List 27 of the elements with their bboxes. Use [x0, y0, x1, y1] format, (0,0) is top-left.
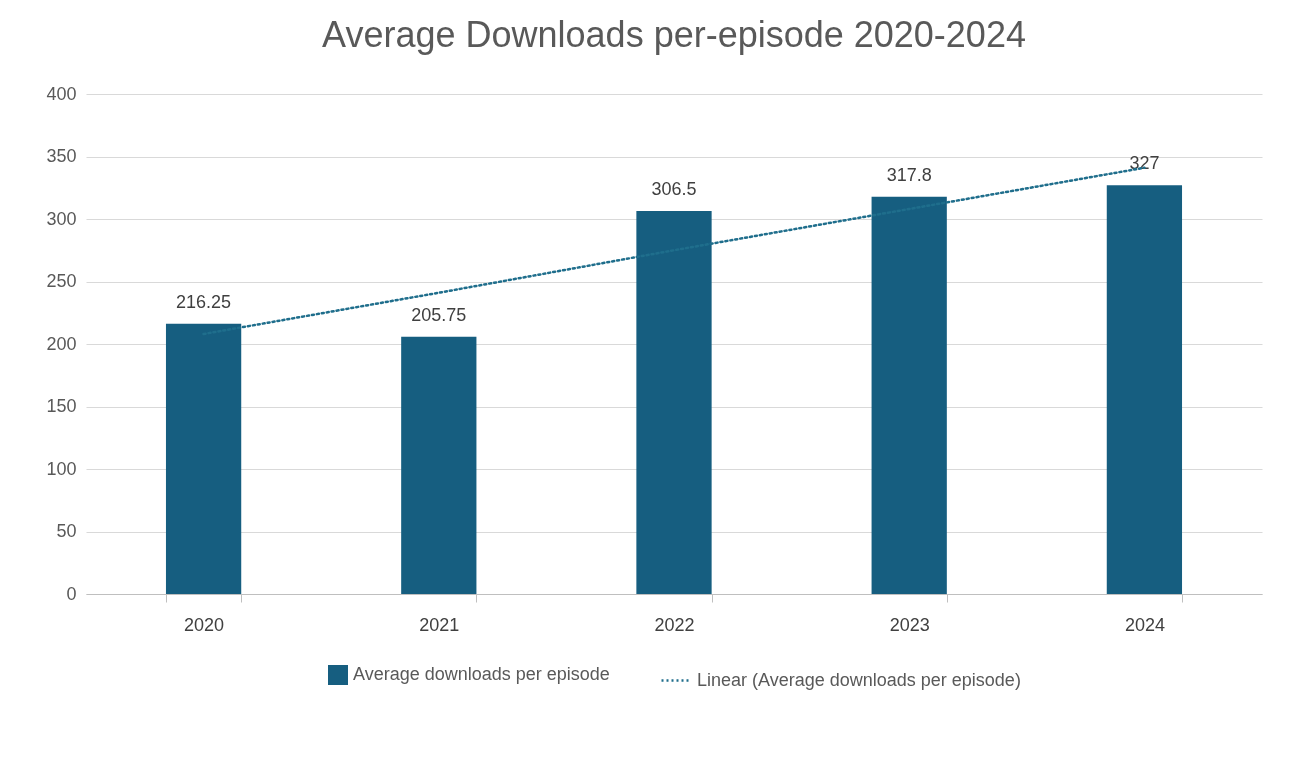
x-tick-label: 2023	[889, 614, 930, 635]
y-tick-label: 0	[66, 583, 77, 604]
bar	[401, 336, 477, 594]
y-tick-label: 400	[46, 83, 77, 104]
bar	[1106, 185, 1183, 594]
legend-label: Linear (Average downloads per episode)	[697, 669, 1021, 690]
data-label: 327	[1129, 153, 1160, 174]
y-tick-label: 150	[46, 396, 77, 416]
x-tick-label: 2022	[654, 614, 695, 635]
y-tick-label: 200	[46, 333, 77, 354]
x-tick-label: 2020	[184, 614, 225, 635]
chart-title: Average Downloads per-episode 2020-2024	[322, 14, 1026, 55]
data-label: 306.5	[651, 178, 697, 199]
bar	[871, 196, 947, 594]
y-tick-label: 350	[46, 146, 77, 166]
bar	[636, 210, 712, 594]
x-tick-label: 2024	[1124, 614, 1165, 635]
y-tick-label: 300	[46, 208, 77, 229]
bar	[165, 323, 242, 594]
data-label: 205.75	[411, 304, 467, 325]
y-tick-label: 50	[56, 521, 77, 541]
data-label: 216.25	[176, 291, 232, 312]
x-tick-label: 2021	[419, 614, 460, 635]
y-tick-label: 250	[46, 271, 77, 291]
legend-label: Average downloads per episode	[353, 664, 610, 684]
data-label: 317.8	[886, 164, 932, 185]
y-tick-label: 100	[46, 458, 77, 479]
